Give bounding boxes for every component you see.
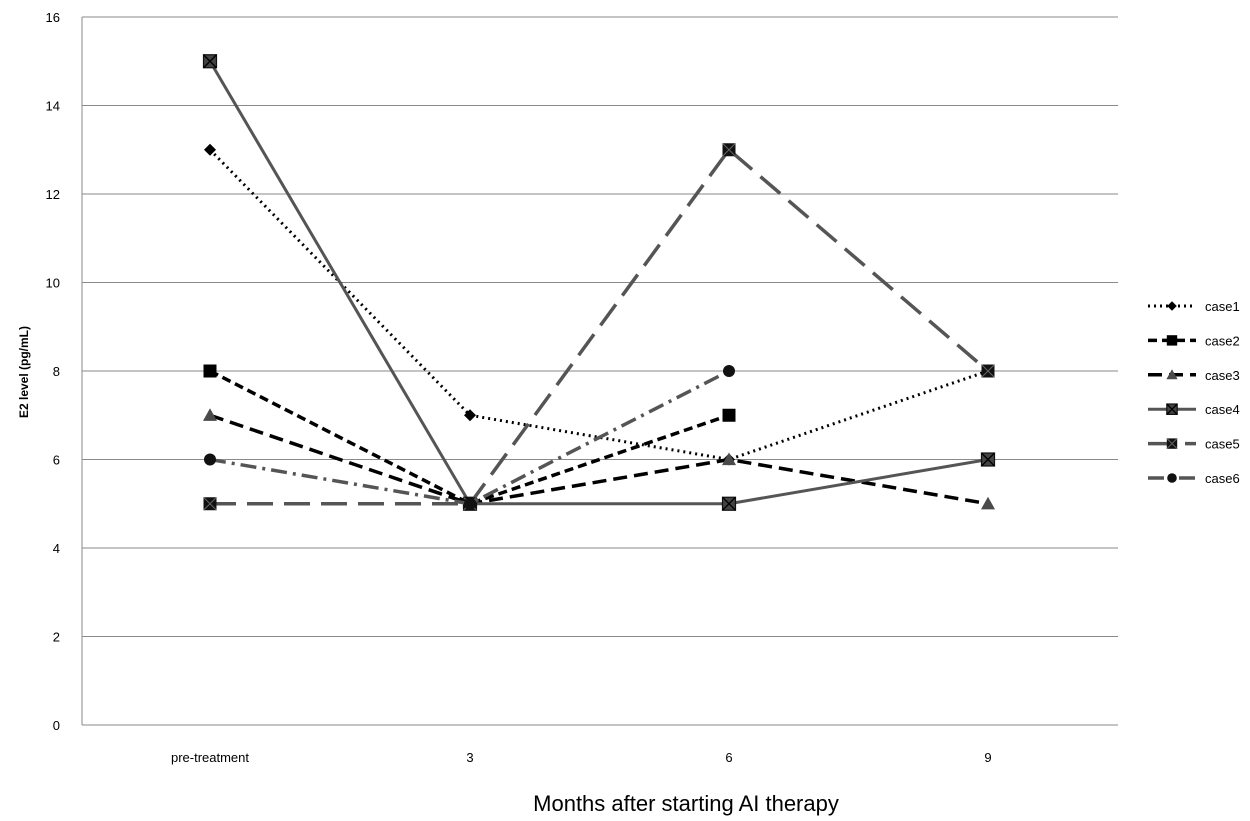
legend-item: case5 xyxy=(1148,437,1240,452)
data-point-marker xyxy=(1166,403,1178,415)
data-point-marker xyxy=(204,453,216,466)
y-tick-label: 2 xyxy=(53,630,60,645)
legend-item: case6 xyxy=(1148,471,1240,486)
data-point-marker xyxy=(980,452,996,467)
series-line xyxy=(209,413,989,506)
series-lines xyxy=(202,54,996,511)
data-point-marker xyxy=(203,408,217,421)
legend-item: case4 xyxy=(1148,402,1240,417)
series-line xyxy=(209,369,730,506)
legend-label: case5 xyxy=(1205,437,1240,452)
data-point-marker xyxy=(722,408,736,422)
series-case6 xyxy=(204,365,735,510)
y-tick-label: 14 xyxy=(46,99,60,114)
series-case5 xyxy=(203,142,995,511)
data-point-marker xyxy=(464,409,476,422)
y-tick-label: 0 xyxy=(53,718,60,733)
series-line xyxy=(210,148,990,506)
data-point-marker xyxy=(202,54,218,69)
x-tick-label: 3 xyxy=(466,750,473,765)
y-tick-label: 8 xyxy=(53,364,60,379)
data-point-marker xyxy=(203,496,217,511)
data-point-marker xyxy=(722,142,736,157)
legend-item: case1 xyxy=(1148,299,1240,314)
x-tick-label: pre-treatment xyxy=(171,750,249,765)
x-tick-label: 9 xyxy=(984,750,991,765)
data-point-marker xyxy=(203,364,217,378)
series-line xyxy=(209,369,730,506)
series-line xyxy=(208,60,989,506)
series-line xyxy=(208,148,989,461)
y-tick-label: 4 xyxy=(53,541,60,556)
data-point-marker xyxy=(1167,301,1177,311)
data-point-marker xyxy=(1166,335,1178,346)
legend: case1 case2 case3 case4 case5 case6 xyxy=(1148,299,1240,486)
legend-item: case3 xyxy=(1148,368,1240,383)
legend-label: case4 xyxy=(1205,402,1240,417)
legend-label: case2 xyxy=(1205,333,1240,348)
data-point-marker xyxy=(1166,438,1178,450)
y-tick-label: 10 xyxy=(46,276,60,291)
legend-item: case2 xyxy=(1148,333,1240,348)
data-point-marker xyxy=(204,143,216,156)
data-point-marker xyxy=(1166,369,1178,380)
legend-label: case3 xyxy=(1205,368,1240,383)
y-tick-label: 16 xyxy=(46,10,60,25)
data-point-marker xyxy=(722,452,736,466)
y-tick-label: 12 xyxy=(46,187,60,202)
x-tick-label: 6 xyxy=(725,750,732,765)
data-point-marker xyxy=(464,497,476,510)
legend-label: case6 xyxy=(1205,471,1240,486)
legend-label: case1 xyxy=(1205,299,1240,314)
gridlines xyxy=(82,16,1118,637)
y-axis-label: E2 level (pg/mL) xyxy=(17,326,31,418)
series-case2 xyxy=(203,364,736,511)
y-tick-label: 6 xyxy=(53,453,60,468)
data-point-marker xyxy=(981,496,995,510)
data-point-marker xyxy=(981,364,995,378)
x-axis-label: Months after starting AI therapy xyxy=(533,791,839,816)
data-point-marker xyxy=(723,365,735,377)
series-case1 xyxy=(204,143,994,466)
axes: 0 2 4 6 8 10 12 14 16 pre-treatment 3 6 9 xyxy=(46,10,1118,765)
data-point-marker xyxy=(1167,473,1177,483)
data-point-marker xyxy=(721,496,737,511)
